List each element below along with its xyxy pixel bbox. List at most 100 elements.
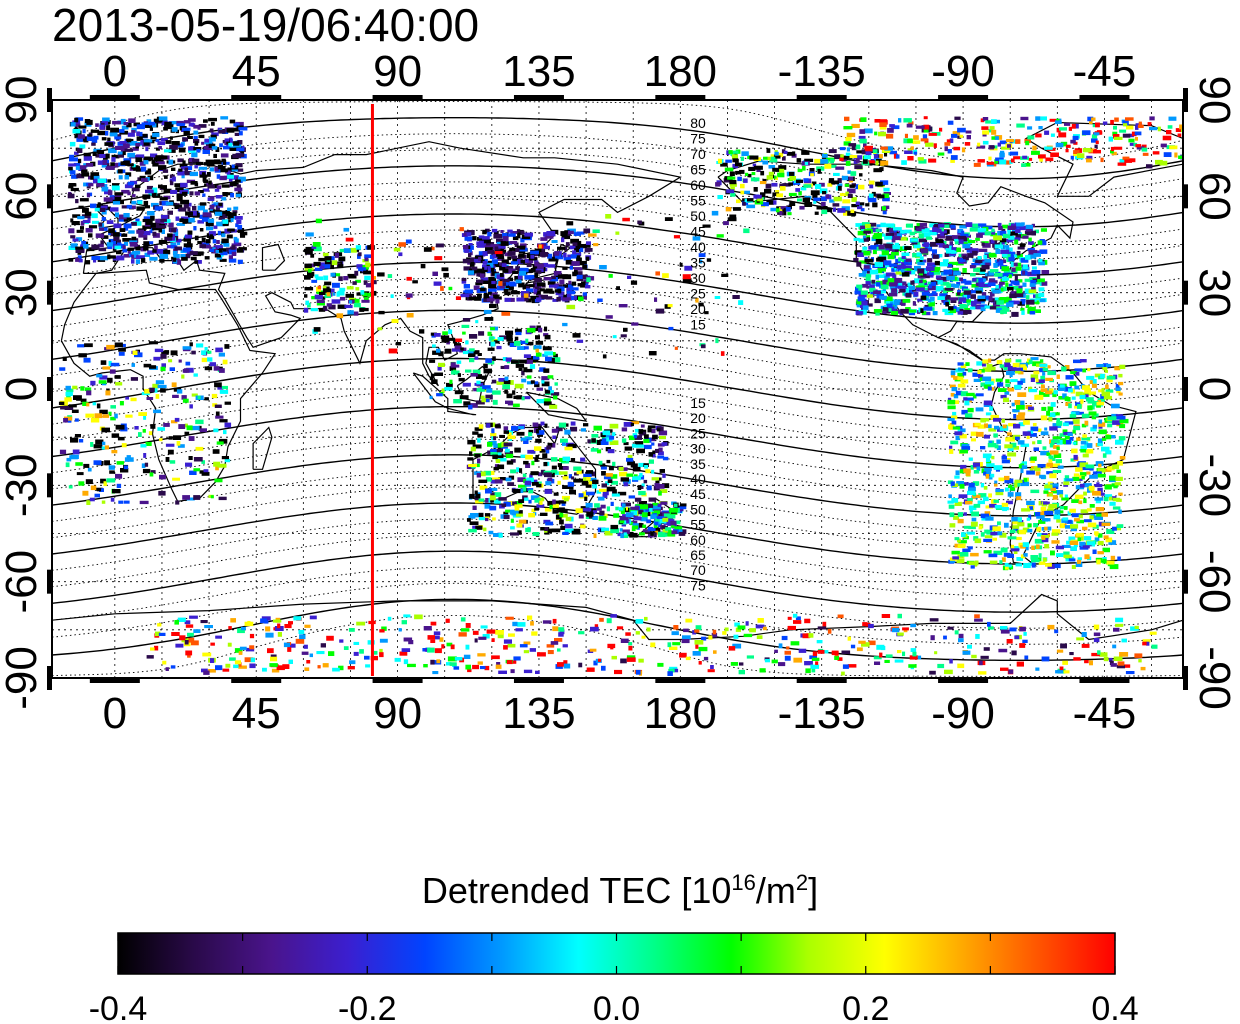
tec-point [469,493,475,499]
tec-point [1038,519,1046,524]
tec-point [581,480,588,486]
tec-point [545,296,553,300]
tec-point [970,465,974,470]
tec-point [178,207,187,212]
tec-point [999,364,1005,368]
tec-point [1015,262,1022,267]
tec-point [858,184,865,190]
tec-point [1135,125,1139,130]
tec-point [74,117,79,123]
tec-point [221,456,229,460]
tec-point [175,231,179,236]
tec-point [185,234,193,239]
tec-point [1105,434,1112,440]
tec-point [954,537,960,541]
tec-point [92,220,100,224]
tec-point [79,144,86,149]
tec-point [494,492,502,497]
tec-point [503,430,509,434]
tec-point [663,513,671,517]
tec-point [853,155,863,160]
tec-point [463,245,469,250]
tec-point [644,465,649,469]
tec-point [209,209,216,213]
tec-point [1020,468,1024,474]
tec-point [891,288,898,293]
tec-point [859,173,863,177]
tec-point [119,401,124,406]
tec-point [1024,278,1033,282]
tec-point [880,180,889,185]
tec-point [678,529,683,533]
tec-point [1002,253,1008,257]
tec-point [983,254,988,259]
tec-point [939,293,948,297]
tec-point [501,278,510,283]
tec-point [95,439,104,445]
tec-point [927,274,934,278]
tec-point [81,241,86,246]
tec-point [202,172,206,176]
tec-point [507,229,513,233]
tec-point [72,129,81,134]
tec-point [90,129,100,133]
tec-point [1027,306,1036,311]
tec-point [144,462,149,467]
tec-point [856,284,863,289]
tec-point [530,255,535,259]
tec-point [133,253,138,258]
tec-point [609,440,619,445]
tec-point [201,471,210,476]
tec-point [451,348,461,352]
tec-point [104,445,109,450]
tec-point [905,292,912,298]
tec-point [774,151,779,156]
tec-point [109,470,115,474]
tec-point [604,530,613,536]
tec-point [1068,388,1073,393]
tec-point [988,280,998,284]
tec-point [1010,544,1015,550]
tec-point [197,241,202,245]
tec-point [487,347,495,351]
tec-point [487,231,492,237]
tec-point [569,265,573,270]
tec-point [1049,443,1055,448]
tec-point [1080,509,1089,514]
tec-point [879,296,887,300]
tec-point [472,369,481,374]
tec-point [141,178,148,182]
tec-point [110,162,115,166]
tec-point [803,178,809,182]
tec-point [90,380,96,386]
tec-point [978,223,987,227]
tec-point [86,247,95,252]
tec-point [541,381,550,387]
tec-point [219,248,223,253]
tec-point [1028,514,1032,520]
tec-point [220,116,229,120]
tec-point [598,516,607,521]
tec-point [865,150,872,156]
tec-point [524,359,533,364]
tec-point [843,126,853,130]
tec-point [804,202,813,207]
tec-point [1036,544,1040,549]
tec-point [987,386,992,391]
tec-point [1008,257,1015,262]
tec-point [99,409,108,415]
tec-point [895,233,902,238]
tec-point [151,159,156,164]
tec-point [236,184,241,190]
tec-point [942,290,947,295]
tec-point [546,445,552,450]
tec-point [999,297,1008,302]
tec-point [1096,403,1101,408]
tec-point [740,183,745,189]
tec-point [592,479,599,485]
tec-point [619,471,628,477]
tec-point [1104,494,1112,499]
tec-point [1014,275,1018,281]
tec-point [436,393,443,397]
tec-point [499,265,506,271]
